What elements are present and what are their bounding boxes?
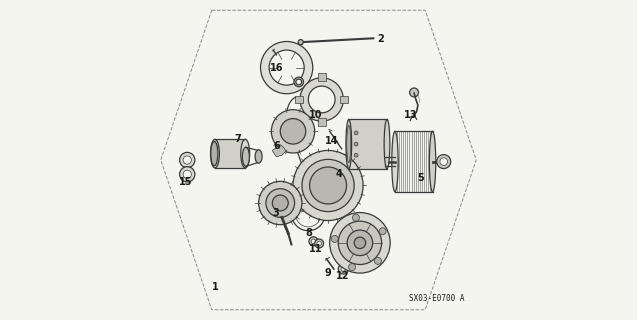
Circle shape <box>348 264 355 271</box>
Circle shape <box>298 40 303 45</box>
Circle shape <box>296 79 301 85</box>
Circle shape <box>354 237 366 249</box>
Circle shape <box>311 239 315 244</box>
Circle shape <box>375 257 382 264</box>
Polygon shape <box>340 96 348 103</box>
Circle shape <box>259 181 302 225</box>
Text: SX03-E0700 A: SX03-E0700 A <box>409 294 464 303</box>
Circle shape <box>272 195 288 211</box>
Ellipse shape <box>242 147 249 166</box>
Circle shape <box>437 155 451 169</box>
Circle shape <box>180 152 195 168</box>
Circle shape <box>354 142 358 146</box>
Ellipse shape <box>211 141 218 166</box>
Ellipse shape <box>429 131 436 192</box>
Ellipse shape <box>384 119 390 169</box>
Circle shape <box>338 221 382 265</box>
Ellipse shape <box>346 119 352 169</box>
Ellipse shape <box>255 150 262 163</box>
Circle shape <box>309 237 318 246</box>
Ellipse shape <box>392 131 398 192</box>
Text: 15: 15 <box>179 177 192 187</box>
Circle shape <box>341 267 346 271</box>
Circle shape <box>354 153 358 157</box>
Circle shape <box>293 150 363 220</box>
Circle shape <box>310 167 347 204</box>
Circle shape <box>330 212 390 273</box>
Text: 5: 5 <box>417 172 424 182</box>
Polygon shape <box>215 139 245 168</box>
Text: 11: 11 <box>308 244 322 254</box>
Circle shape <box>183 170 191 179</box>
Polygon shape <box>295 96 303 103</box>
Text: 9: 9 <box>325 268 331 278</box>
Circle shape <box>410 88 419 97</box>
Ellipse shape <box>241 139 250 168</box>
Circle shape <box>315 239 324 248</box>
Circle shape <box>379 228 386 235</box>
Polygon shape <box>349 119 387 169</box>
Polygon shape <box>272 145 286 157</box>
Text: 2: 2 <box>377 34 384 44</box>
Circle shape <box>308 86 335 113</box>
Circle shape <box>354 131 358 135</box>
Circle shape <box>440 158 448 165</box>
Text: 7: 7 <box>234 134 241 144</box>
Text: 10: 10 <box>308 110 322 120</box>
Text: 3: 3 <box>272 208 279 218</box>
Text: 1: 1 <box>211 283 218 292</box>
Circle shape <box>331 235 338 242</box>
Polygon shape <box>318 118 326 126</box>
Circle shape <box>280 119 306 144</box>
Circle shape <box>183 156 191 164</box>
Ellipse shape <box>347 125 351 163</box>
Circle shape <box>180 167 195 182</box>
Circle shape <box>302 159 354 212</box>
Circle shape <box>338 264 348 274</box>
Ellipse shape <box>210 139 219 168</box>
Text: 6: 6 <box>274 141 280 151</box>
Circle shape <box>294 77 303 87</box>
Circle shape <box>266 189 294 217</box>
Text: 16: 16 <box>270 63 284 73</box>
Circle shape <box>271 110 315 153</box>
Polygon shape <box>318 73 326 81</box>
Text: 12: 12 <box>336 271 349 281</box>
Circle shape <box>317 241 322 246</box>
Text: 14: 14 <box>324 136 338 146</box>
Text: 4: 4 <box>336 169 343 179</box>
Text: 13: 13 <box>404 110 418 120</box>
Circle shape <box>261 42 313 94</box>
Circle shape <box>300 78 343 121</box>
Circle shape <box>269 50 304 85</box>
Text: 8: 8 <box>306 228 312 238</box>
Circle shape <box>347 230 373 256</box>
Circle shape <box>352 214 359 221</box>
